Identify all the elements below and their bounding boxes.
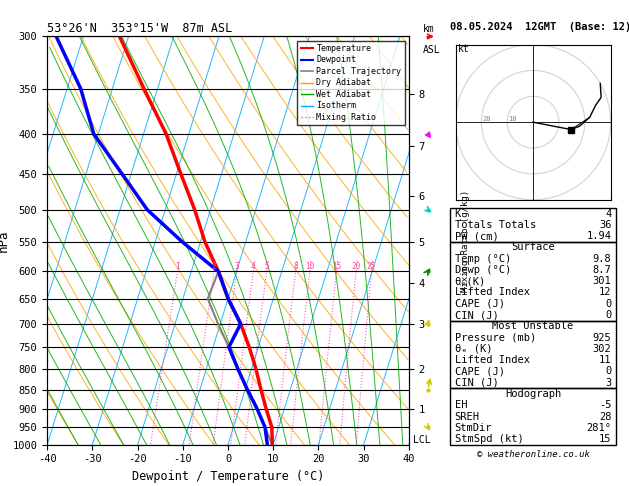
Text: K: K bbox=[455, 208, 461, 219]
Text: 0: 0 bbox=[605, 310, 611, 320]
Text: 9.8: 9.8 bbox=[593, 254, 611, 263]
Text: Lifted Index: Lifted Index bbox=[455, 355, 530, 365]
Text: Hodograph: Hodograph bbox=[505, 389, 561, 399]
Text: 0: 0 bbox=[605, 366, 611, 376]
Text: StmDir: StmDir bbox=[455, 423, 493, 433]
Text: 20: 20 bbox=[482, 116, 491, 122]
Text: Dewp (°C): Dewp (°C) bbox=[455, 265, 511, 275]
Text: 1: 1 bbox=[175, 262, 180, 272]
Text: 12: 12 bbox=[599, 288, 611, 297]
Y-axis label: hPa: hPa bbox=[0, 229, 9, 252]
Text: SREH: SREH bbox=[455, 412, 480, 421]
Text: θₑ (K): θₑ (K) bbox=[455, 344, 493, 354]
Text: EH: EH bbox=[455, 400, 467, 410]
Text: Most Unstable: Most Unstable bbox=[493, 321, 574, 331]
Text: CIN (J): CIN (J) bbox=[455, 310, 499, 320]
Text: -5: -5 bbox=[599, 400, 611, 410]
Text: © weatheronline.co.uk: © weatheronline.co.uk bbox=[477, 450, 589, 459]
Text: CAPE (J): CAPE (J) bbox=[455, 299, 504, 309]
Text: km: km bbox=[423, 24, 435, 35]
Text: 08.05.2024  12GMT  (Base: 12): 08.05.2024 12GMT (Base: 12) bbox=[450, 21, 629, 32]
Text: 8: 8 bbox=[293, 262, 298, 272]
Text: 10: 10 bbox=[508, 116, 517, 122]
Text: 301: 301 bbox=[593, 276, 611, 286]
Text: kt: kt bbox=[458, 44, 470, 54]
Text: θₑ(K): θₑ(K) bbox=[455, 276, 486, 286]
Text: 4: 4 bbox=[605, 208, 611, 219]
Text: 5: 5 bbox=[264, 262, 269, 272]
Text: 15: 15 bbox=[599, 434, 611, 444]
Text: Pressure (mb): Pressure (mb) bbox=[455, 332, 536, 343]
Text: PW (cm): PW (cm) bbox=[455, 231, 499, 241]
Text: Lifted Index: Lifted Index bbox=[455, 288, 530, 297]
Text: 3: 3 bbox=[605, 378, 611, 388]
Text: 1.94: 1.94 bbox=[586, 231, 611, 241]
Text: CIN (J): CIN (J) bbox=[455, 378, 499, 388]
Text: 4: 4 bbox=[251, 262, 256, 272]
Text: 281°: 281° bbox=[586, 423, 611, 433]
Text: Temp (°C): Temp (°C) bbox=[455, 254, 511, 263]
Text: 925: 925 bbox=[593, 332, 611, 343]
Text: CAPE (J): CAPE (J) bbox=[455, 366, 504, 376]
Text: 15: 15 bbox=[332, 262, 341, 272]
Text: 53°26'N  353°15'W  87m ASL: 53°26'N 353°15'W 87m ASL bbox=[47, 22, 233, 35]
Text: 3: 3 bbox=[235, 262, 239, 272]
Text: Surface: Surface bbox=[511, 243, 555, 252]
Text: 2: 2 bbox=[212, 262, 216, 272]
Text: LCL: LCL bbox=[413, 434, 431, 445]
Text: 10: 10 bbox=[305, 262, 314, 272]
X-axis label: Dewpoint / Temperature (°C): Dewpoint / Temperature (°C) bbox=[132, 470, 324, 483]
Text: Totals Totals: Totals Totals bbox=[455, 220, 536, 230]
Text: StmSpd (kt): StmSpd (kt) bbox=[455, 434, 523, 444]
Text: ASL: ASL bbox=[423, 45, 441, 54]
Legend: Temperature, Dewpoint, Parcel Trajectory, Dry Adiabat, Wet Adiabat, Isotherm, Mi: Temperature, Dewpoint, Parcel Trajectory… bbox=[297, 41, 404, 125]
Text: 28: 28 bbox=[599, 412, 611, 421]
Text: 302: 302 bbox=[593, 344, 611, 354]
Text: 25: 25 bbox=[367, 262, 376, 272]
Text: Mixing Ratio (g/kg): Mixing Ratio (g/kg) bbox=[461, 190, 470, 292]
Text: 0: 0 bbox=[605, 299, 611, 309]
Text: 36: 36 bbox=[599, 220, 611, 230]
Text: 8.7: 8.7 bbox=[593, 265, 611, 275]
Text: 11: 11 bbox=[599, 355, 611, 365]
Text: 20: 20 bbox=[352, 262, 360, 272]
